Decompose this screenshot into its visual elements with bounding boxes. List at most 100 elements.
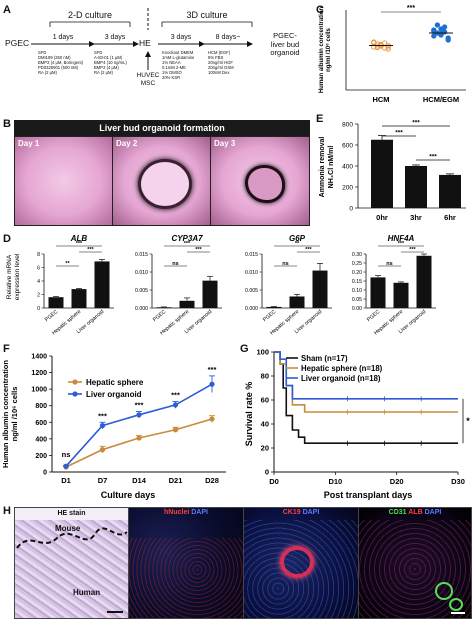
chart-f-xtick: D21 <box>169 476 183 485</box>
chart-c-point <box>371 39 377 45</box>
chart-d-ytick: 0.010 <box>245 270 258 276</box>
chart-g-xtick: D10 <box>328 477 342 486</box>
chart-f-legend-entry: Liver organoid <box>86 390 142 399</box>
chart-d-gene-title: HNF4A <box>388 234 415 243</box>
chart-d-ytick: 0.00 <box>352 306 362 312</box>
chart-f-ylabel: Human albumin concentrationng/ml /10⁶ ce… <box>1 360 19 468</box>
label-day2: Day 2 <box>116 139 138 148</box>
chart-c-point <box>385 46 391 52</box>
panel-label-h: H <box>3 505 11 517</box>
chart-e-significance: *** <box>395 130 403 137</box>
chart-f-point <box>172 402 179 408</box>
chart-d-ytick: 0.20 <box>352 270 362 276</box>
chart-c-significance: *** <box>407 5 415 12</box>
chart-f-ytick: 600 <box>35 420 47 427</box>
chart-g-ytick: 100 <box>256 348 269 357</box>
chart-g-legend-entry: Hepatic sphere (n=18) <box>301 364 383 373</box>
chart-f-point <box>136 412 142 418</box>
chart-f-xtick: D7 <box>98 476 108 485</box>
label-2d-culture: 2-D culture <box>67 10 112 20</box>
chart-e-ylabel: Ammonia removal NH₄Cl nM/ml <box>319 137 335 198</box>
chart-d-ytick: 2 <box>37 293 40 299</box>
chart-d-gene-title: G6P <box>289 234 306 243</box>
hnuclei-title: hNuclei DAPI <box>129 509 243 516</box>
chart-d-ytick: 0 <box>37 306 40 312</box>
chart-c-albumin-scatter: Human albumin concentrationng/ml /10⁶ ce… <box>319 5 466 104</box>
chart-e-ytick: 200 <box>342 185 353 192</box>
organoid-day3-image: Day 3 <box>211 137 309 225</box>
chart-d-ytick: 8 <box>37 252 40 258</box>
dapi-label-4: DAPI <box>424 509 442 516</box>
ck19-stain-image: CK19 DAPI <box>243 507 359 619</box>
cd31-label: CD31 <box>388 509 407 516</box>
chart-d-gene-expression: Relative mRNAexpression level ALB 0 2 4 6 8 PG… <box>6 234 436 336</box>
dapi-label-2: DAPI <box>191 509 208 516</box>
chart-e-bar <box>371 139 393 208</box>
chart-d-bar <box>312 270 328 308</box>
chart-d-ytick: 0.000 <box>245 306 258 312</box>
chart-d-bar <box>156 307 172 308</box>
label-day3: Day 3 <box>214 139 236 148</box>
chart-d-ylabel: Relative mRNAexpression level <box>6 253 21 300</box>
chart-f-xlabel: Culture days <box>101 490 156 500</box>
he-stain-image: HE stain Mouse Human <box>14 507 129 619</box>
chart-g-ytick: 0 <box>265 468 269 477</box>
chart-d-significance: *** <box>184 241 191 247</box>
chart-f-point <box>209 416 215 422</box>
label-step-3: 3 days <box>170 34 192 41</box>
chart-g-survival-curve <box>274 351 458 400</box>
label-pgec: PGEC <box>5 38 30 48</box>
organoid-day2-image: Day 2 <box>113 137 210 225</box>
ck19-label: CK19 <box>282 509 301 516</box>
label-huvec: HUVEC <box>136 72 160 79</box>
panel-label-d: D <box>3 233 11 245</box>
chart-f-ytick: 0 <box>43 470 47 477</box>
chart-d-significance: ns <box>282 261 288 267</box>
chart-f-point <box>136 435 142 441</box>
panel-label-g: G <box>240 343 249 355</box>
chart-d-significance: *** <box>409 247 416 253</box>
cd31-vessel-2 <box>449 598 463 611</box>
chart-d-bar <box>94 261 110 308</box>
chart-f-xtick: D28 <box>205 476 219 485</box>
chart-f-legend-entry: Hepatic sphere <box>86 378 144 387</box>
chart-d-significance: *** <box>305 247 312 253</box>
label-cells-added: HUVEC MSC <box>133 72 163 88</box>
chart-e-significance: *** <box>429 154 437 161</box>
cd31-scale-bar <box>451 612 465 614</box>
label-human: Human <box>73 588 101 597</box>
chart-g-survival: Survival rate % Post transplant days 0 20… <box>244 348 470 501</box>
chart-c-ylabel-line-0: Human albumin concentration <box>319 6 325 93</box>
chart-d-bar <box>202 280 218 308</box>
chart-d-category: PGEC <box>152 309 167 323</box>
chart-f-significance: *** <box>135 401 144 410</box>
chart-d-significance: ns <box>386 261 392 267</box>
chart-d-bar <box>370 277 386 308</box>
chart-c-cat-hcm: HCM <box>372 95 389 104</box>
chart-e-ytick: 400 <box>342 164 353 171</box>
chart-c-point <box>441 24 448 30</box>
chart-g-xtick: D20 <box>390 477 404 486</box>
chart-g-xtick: D30 <box>451 477 465 486</box>
chart-e-ytick: 0 <box>349 206 353 213</box>
chart-d-bar <box>179 300 195 308</box>
chart-d-gene-title: ALB <box>70 234 88 243</box>
organoid-day3-sphere <box>245 165 285 203</box>
organoid-strip-title: Liver bud organoid formation <box>14 120 310 136</box>
panel-label-b: B <box>3 118 11 130</box>
chart-d-significance: ** <box>65 261 70 267</box>
chart-g-xlabel: Post transplant days <box>324 490 413 500</box>
he-scale-bar <box>107 611 123 613</box>
chart-f-ytick: 200 <box>35 453 47 460</box>
chart-f-ytick: 1000 <box>31 387 47 394</box>
chart-d-gene-title: CYP3A7 <box>171 234 203 243</box>
panel-label-a: A <box>3 4 11 16</box>
label-step-1: 1 days <box>52 34 74 41</box>
hnuclei-signal <box>129 538 243 618</box>
chart-e-bar <box>439 174 461 208</box>
chart-f-significance: ns <box>62 450 71 459</box>
chart-f-ytick: 1400 <box>31 354 47 361</box>
chart-d-bar <box>416 255 432 308</box>
media-step-4: HCM (EGF) 5% FBS 20ng/ml HGF 20ng/ml OSM… <box>208 50 234 75</box>
